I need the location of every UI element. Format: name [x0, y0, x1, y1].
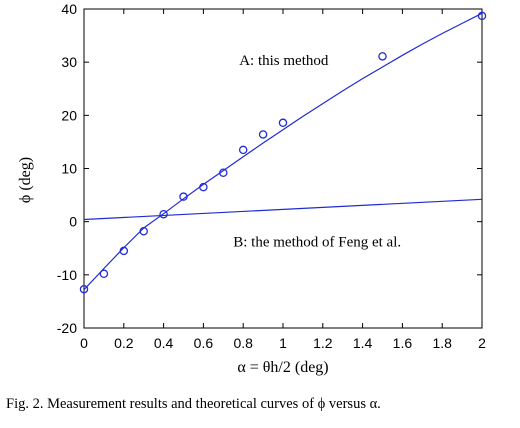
- data-point: [378, 52, 387, 61]
- y-tick-label: 30: [61, 54, 77, 70]
- x-tick-label: 1: [279, 335, 287, 351]
- data-point: [79, 284, 89, 294]
- x-tick-label: 0.2: [114, 335, 134, 351]
- ticks-layer: 0 0.2 0.4 0.6 0.8 1 1.2 1.4 1.6 1.8 2 -20 -10 0 10 20 30…: [57, 1, 486, 351]
- annotation-a: A: this method: [239, 53, 329, 69]
- x-tick-label: 1.2: [313, 335, 333, 351]
- data-point: [99, 269, 109, 279]
- y-axis-label: ϕ (deg): [17, 157, 34, 203]
- annotation-layer: A: this method B: the method of Feng et a…: [233, 53, 401, 251]
- x-tick-label: 1.6: [393, 335, 413, 351]
- x-tick-label: 0.6: [194, 335, 214, 351]
- x-tick-label: 2: [478, 335, 486, 351]
- data-point: [477, 11, 487, 21]
- x-tick-label: 1.4: [353, 335, 373, 351]
- x-tick-label: 0.4: [154, 335, 174, 351]
- series-line-b: [83, 198, 483, 221]
- y-tick-label: 40: [61, 1, 77, 17]
- y-tick-label: -20: [57, 320, 77, 336]
- data-point: [139, 226, 148, 236]
- data-point: [278, 118, 288, 128]
- data-point: [238, 145, 248, 155]
- series-line-a: [83, 12, 483, 291]
- x-tick-label: 1.8: [432, 335, 452, 351]
- y-tick-label: -10: [57, 267, 77, 283]
- data-point: [219, 168, 228, 178]
- curves-layer: [83, 12, 483, 291]
- x-axis-label: α = θh/2 (deg): [237, 359, 328, 376]
- y-tick-label: 20: [61, 107, 77, 123]
- data-point: [159, 209, 168, 219]
- data-point: [179, 192, 188, 201]
- data-point: [119, 246, 129, 256]
- y-tick-label: 10: [61, 161, 77, 177]
- data-point: [199, 182, 208, 192]
- data-point: [258, 130, 268, 139]
- annotation-b: B: the method of Feng et al.: [233, 235, 401, 251]
- x-tick-label: 0.8: [233, 335, 253, 351]
- figure-caption: Fig. 2. Measurement results and theoreti…: [6, 396, 381, 412]
- y-tick-label: 0: [69, 214, 77, 230]
- markers-layer: [79, 11, 487, 294]
- x-tick-label: 0: [80, 335, 88, 351]
